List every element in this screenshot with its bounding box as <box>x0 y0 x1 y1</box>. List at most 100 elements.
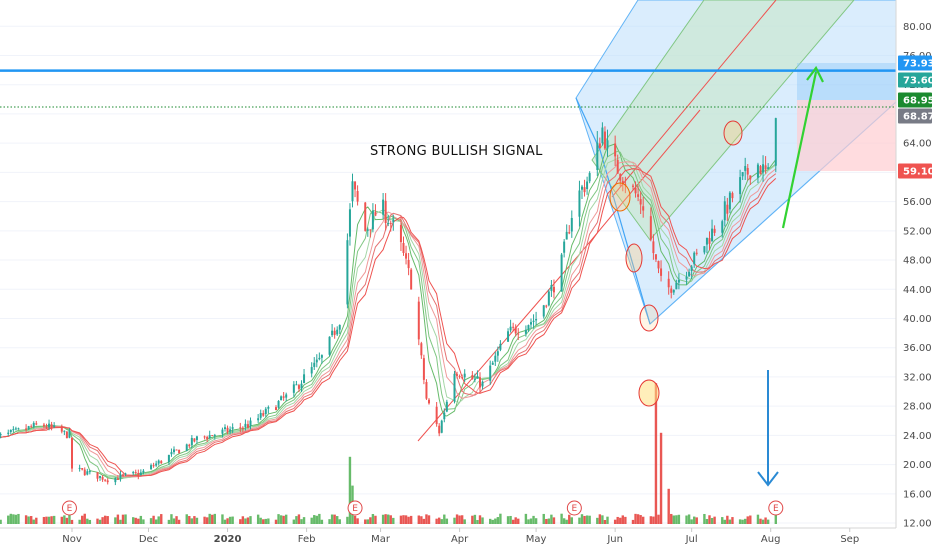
volume-bar <box>60 516 63 524</box>
price-badge-label: 59.10 <box>903 167 932 178</box>
candle-body <box>649 216 652 240</box>
candle-body <box>139 472 142 475</box>
candle-body <box>25 428 28 430</box>
candle-body <box>300 383 303 389</box>
candle-body <box>670 288 673 293</box>
candle-body <box>275 407 277 411</box>
volume-bar <box>228 516 232 524</box>
volume-bar <box>12 514 15 524</box>
candle-body <box>320 355 323 358</box>
volume-bar <box>710 517 714 524</box>
highlight-circle <box>638 379 660 407</box>
volume-bar <box>601 515 604 524</box>
volume-bar <box>613 519 617 524</box>
candle-body <box>259 412 262 418</box>
candle-body <box>318 357 321 360</box>
volume-bar <box>42 516 46 524</box>
candle-body <box>88 471 91 473</box>
volume-bar <box>639 515 642 524</box>
candle-body <box>119 474 122 479</box>
candle-body <box>435 406 438 425</box>
candle-body <box>257 418 260 421</box>
volume-bar <box>438 517 441 524</box>
candle-body <box>42 424 45 427</box>
price-badge <box>898 163 932 179</box>
volume-bar <box>366 519 369 524</box>
volume-bar <box>134 517 137 524</box>
x-tick-label: Sep <box>840 534 859 545</box>
earnings-marker-label: E <box>352 504 358 514</box>
candle-body <box>639 199 642 205</box>
volume-bar <box>399 515 403 524</box>
horizontal-levels <box>0 69 896 108</box>
candle-body <box>425 381 428 399</box>
candle-body <box>428 399 430 404</box>
candle-body <box>134 472 137 474</box>
candle-body <box>456 374 459 376</box>
volume-bar <box>333 514 336 524</box>
candle-body <box>188 444 191 447</box>
candle-body <box>83 469 86 476</box>
volume-bar <box>693 516 696 524</box>
candle-body <box>224 427 226 430</box>
candle-body <box>583 187 586 193</box>
y-tick-label: 16.00 <box>903 489 932 500</box>
volume-bar <box>0 519 2 524</box>
moving-average-line <box>0 150 777 480</box>
candle-body <box>374 212 377 216</box>
volume-bar <box>562 518 566 524</box>
volume-bar <box>583 515 586 524</box>
candle-body <box>297 385 300 389</box>
volume-bar <box>514 517 517 524</box>
volume-bar <box>328 519 331 524</box>
volume-bar <box>387 514 390 524</box>
candle-body <box>774 118 777 166</box>
volume-bar <box>274 519 278 524</box>
y-tick-label: 64.00 <box>903 139 932 150</box>
volume-bar <box>167 519 171 524</box>
moving-average-line <box>0 161 777 478</box>
volume-bar <box>259 517 262 524</box>
candle-body <box>695 252 698 254</box>
candle-body <box>677 280 680 283</box>
volume-bar <box>774 514 777 524</box>
earnings-marker-label: E <box>572 504 578 514</box>
volume-bar <box>713 516 716 524</box>
y-tick-label: 44.00 <box>903 285 932 296</box>
volume-bar <box>381 514 385 524</box>
volume-bar <box>550 514 553 524</box>
volume-bar <box>690 519 693 524</box>
volume-bar <box>315 515 318 524</box>
earnings-marker <box>566 500 582 516</box>
candle-body <box>637 194 640 197</box>
volume-bar <box>527 519 530 524</box>
position-box <box>797 63 896 171</box>
volume-bar <box>116 514 120 524</box>
volume-bar <box>119 519 122 524</box>
volume-bar <box>170 514 173 524</box>
candle-body <box>654 254 657 260</box>
volume-bar <box>88 519 92 524</box>
candle-body <box>292 384 295 393</box>
candle-body <box>535 319 538 321</box>
candle-body <box>563 241 566 253</box>
candle-body <box>552 286 555 293</box>
candle-body <box>185 444 188 451</box>
candle-body <box>578 190 581 217</box>
volume-bar <box>371 514 375 524</box>
volume-bar <box>670 513 673 524</box>
volume-bar <box>728 519 732 524</box>
volume-bar <box>761 519 765 524</box>
candle-body <box>767 167 770 170</box>
volume-bar <box>649 516 653 524</box>
x-tick-label: Aug <box>761 534 781 545</box>
volume-bar <box>239 519 242 524</box>
candle-body <box>249 420 252 427</box>
candle-body <box>366 229 369 231</box>
pitchfork-handle <box>575 97 651 325</box>
candle-body <box>313 362 316 367</box>
candle-body <box>530 322 532 325</box>
volume-bar <box>565 519 568 524</box>
volume-bar <box>517 518 520 524</box>
candle-body <box>762 164 765 173</box>
